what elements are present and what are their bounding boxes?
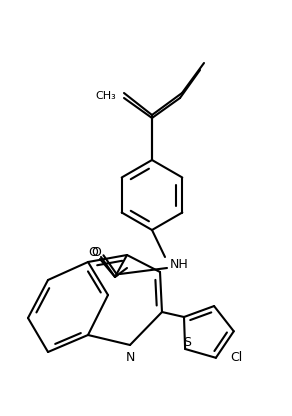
Text: CH₃: CH₃ <box>95 91 116 101</box>
Text: N: N <box>125 351 135 364</box>
Text: NH: NH <box>170 258 189 272</box>
Text: Cl: Cl <box>230 351 242 364</box>
Text: O: O <box>88 245 98 258</box>
Text: S: S <box>183 337 191 349</box>
Text: O: O <box>91 247 101 260</box>
